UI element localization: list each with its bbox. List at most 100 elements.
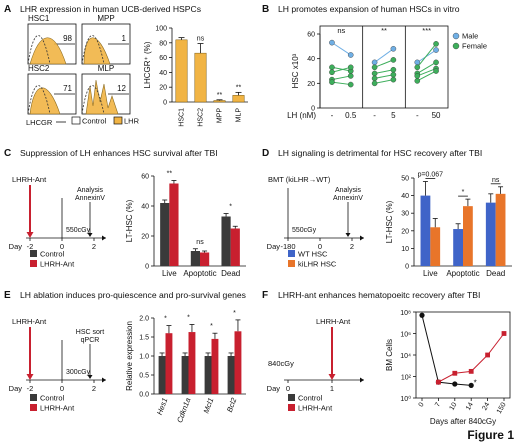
data-point xyxy=(329,69,335,76)
bar-series-2 xyxy=(463,206,473,266)
paired-line xyxy=(374,79,394,84)
data-point xyxy=(347,73,354,79)
panel-label: F xyxy=(262,290,269,301)
bar xyxy=(194,52,207,103)
x-tick-label: 14 xyxy=(465,401,475,411)
bar xyxy=(213,100,226,103)
timeline-tick-label: 0 xyxy=(318,242,322,251)
plot-frame xyxy=(319,25,449,109)
data-point xyxy=(329,79,335,85)
histogram-percent-value: 71 xyxy=(63,84,72,93)
panel-c: C Suppression of LH enhances HSC surviva… xyxy=(4,148,254,286)
y-tick-label: 0.0 xyxy=(139,392,149,399)
bar-series-1 xyxy=(453,229,463,266)
data-point xyxy=(329,64,335,71)
data-point xyxy=(414,59,421,66)
panel-d: D LH signaling is detrimental for HSC re… xyxy=(262,148,518,286)
histogram-control-curve xyxy=(81,85,105,115)
panel-a-svg: HSC1 98 MPP 1 HSC2 71 MLP 12 LHCGR Control LHR 0 20… xyxy=(26,14,248,127)
legend-label: WT HSC xyxy=(298,250,328,259)
figure-label: Figure 1 xyxy=(467,428,514,442)
y-tick-label: 2.0 xyxy=(139,316,149,323)
bar-series-2 xyxy=(234,331,242,394)
panel-label: C xyxy=(4,148,12,159)
irradiation-dose-label: 550cGy xyxy=(292,227,317,234)
y-axis-label: LT-HSC (%) xyxy=(385,200,394,243)
legend-swatch xyxy=(30,250,37,257)
y-tick-label: 10⁶ xyxy=(400,332,411,339)
treatment-label: LHRH-Ant xyxy=(316,317,351,326)
timeline-day-label: Day xyxy=(267,242,281,251)
y-axis-label: LT-HSC (%) xyxy=(125,199,134,242)
y-tick-label: 0 xyxy=(145,264,149,271)
series-line xyxy=(421,315,472,386)
y-tick-label: 1.0 xyxy=(139,354,149,361)
analysis-arrowhead xyxy=(87,375,93,379)
y-axis-label: BM Cells xyxy=(385,339,394,371)
y-tick-label: 10⁰ xyxy=(400,395,411,403)
bar-series-2 xyxy=(495,193,506,266)
legend-label: LHRH-Ant xyxy=(40,260,75,269)
timeline-tick-label: 0 xyxy=(60,242,64,251)
y-tick-label: 0.5 xyxy=(139,373,149,380)
bar-series-2 xyxy=(188,332,196,394)
significance-label: * xyxy=(187,314,190,321)
data-point xyxy=(414,78,421,84)
data-point xyxy=(433,47,439,53)
histogram-lhr-curve xyxy=(29,87,61,115)
panel-label: D xyxy=(262,148,270,159)
legend-marker-male xyxy=(452,32,460,40)
legend-swatch-control xyxy=(71,116,81,125)
y-axis-label: LHCGR⁺ (%) xyxy=(143,41,152,88)
x-tick-label: - xyxy=(416,111,419,120)
bar-series-2 xyxy=(165,333,173,394)
treatment-label: LHRH-Ant xyxy=(12,175,47,184)
panel-title: LHRH-ant enhances hematopoeitc recovery … xyxy=(278,290,481,300)
x-tick-label: Bcl2 xyxy=(225,396,239,414)
data-point xyxy=(414,64,421,71)
y-tick-label: 50 xyxy=(401,176,409,183)
panel-d-svg: -180 0 2 Day BMT (kiLHR→WT) 550cGy AnalysisAnn… xyxy=(267,172,512,278)
paired-line xyxy=(331,66,351,72)
histogram-lhr-curve xyxy=(85,79,119,115)
bar-series-1 xyxy=(190,251,200,266)
legend-label-female: Female xyxy=(462,42,487,51)
bar-series-1 xyxy=(221,216,231,266)
bar-series-2 xyxy=(200,252,210,266)
bar-series-2 xyxy=(230,228,240,266)
y-tick-label: 60 xyxy=(141,174,149,181)
data-point xyxy=(347,52,354,58)
y-tick-label: 40 xyxy=(307,56,315,63)
x-tick-label: 7 xyxy=(434,401,442,408)
significance-label: ** xyxy=(381,26,387,35)
y-tick-label: 60 xyxy=(307,32,315,39)
timeline-tick-label: 2 xyxy=(350,242,354,251)
significance-label: * xyxy=(462,189,465,196)
paired-line xyxy=(374,69,394,74)
significance-label: * xyxy=(229,204,232,211)
panel-b-svg: 0 20 40 60 HSC x10³ ns - 0.5 ** - 5 *** - 50 LH (nM) Ma… xyxy=(287,25,487,120)
data-point xyxy=(390,57,397,63)
panel-title: LH signaling is detrimental for HSC reco… xyxy=(278,148,483,158)
legend-label-male: Male xyxy=(462,32,478,41)
data-point xyxy=(501,331,507,336)
legend-swatch xyxy=(30,404,37,411)
panel-b: B LH promotes expansion of human HSCs in… xyxy=(262,4,518,134)
bar-series-1 xyxy=(485,202,496,266)
y-tick-label: 100 xyxy=(155,26,167,33)
x-axis-label: Days after 840cGy xyxy=(430,417,496,426)
analysis-arrowhead xyxy=(87,233,93,237)
analysis-label: Analysis xyxy=(77,187,104,194)
significance-label: ns xyxy=(196,239,204,246)
timeline-day-label: Day xyxy=(267,384,281,393)
scatter-chart-b: 0 20 40 60 HSC x10³ ns - 0.5 ** - 5 *** - 50 LH (nM) Ma… xyxy=(287,25,487,120)
bar-chart-d: 0 10 20 30 40 50 LT-HSC (%) p=0.067 Live * Apoptot… xyxy=(385,172,512,278)
panel-a: A LHR expression in human UCB-derived HS… xyxy=(4,4,254,134)
analysis-label: HSC sort xyxy=(76,329,104,336)
paired-line xyxy=(374,59,394,68)
y-tick-label: 0 xyxy=(163,100,167,107)
